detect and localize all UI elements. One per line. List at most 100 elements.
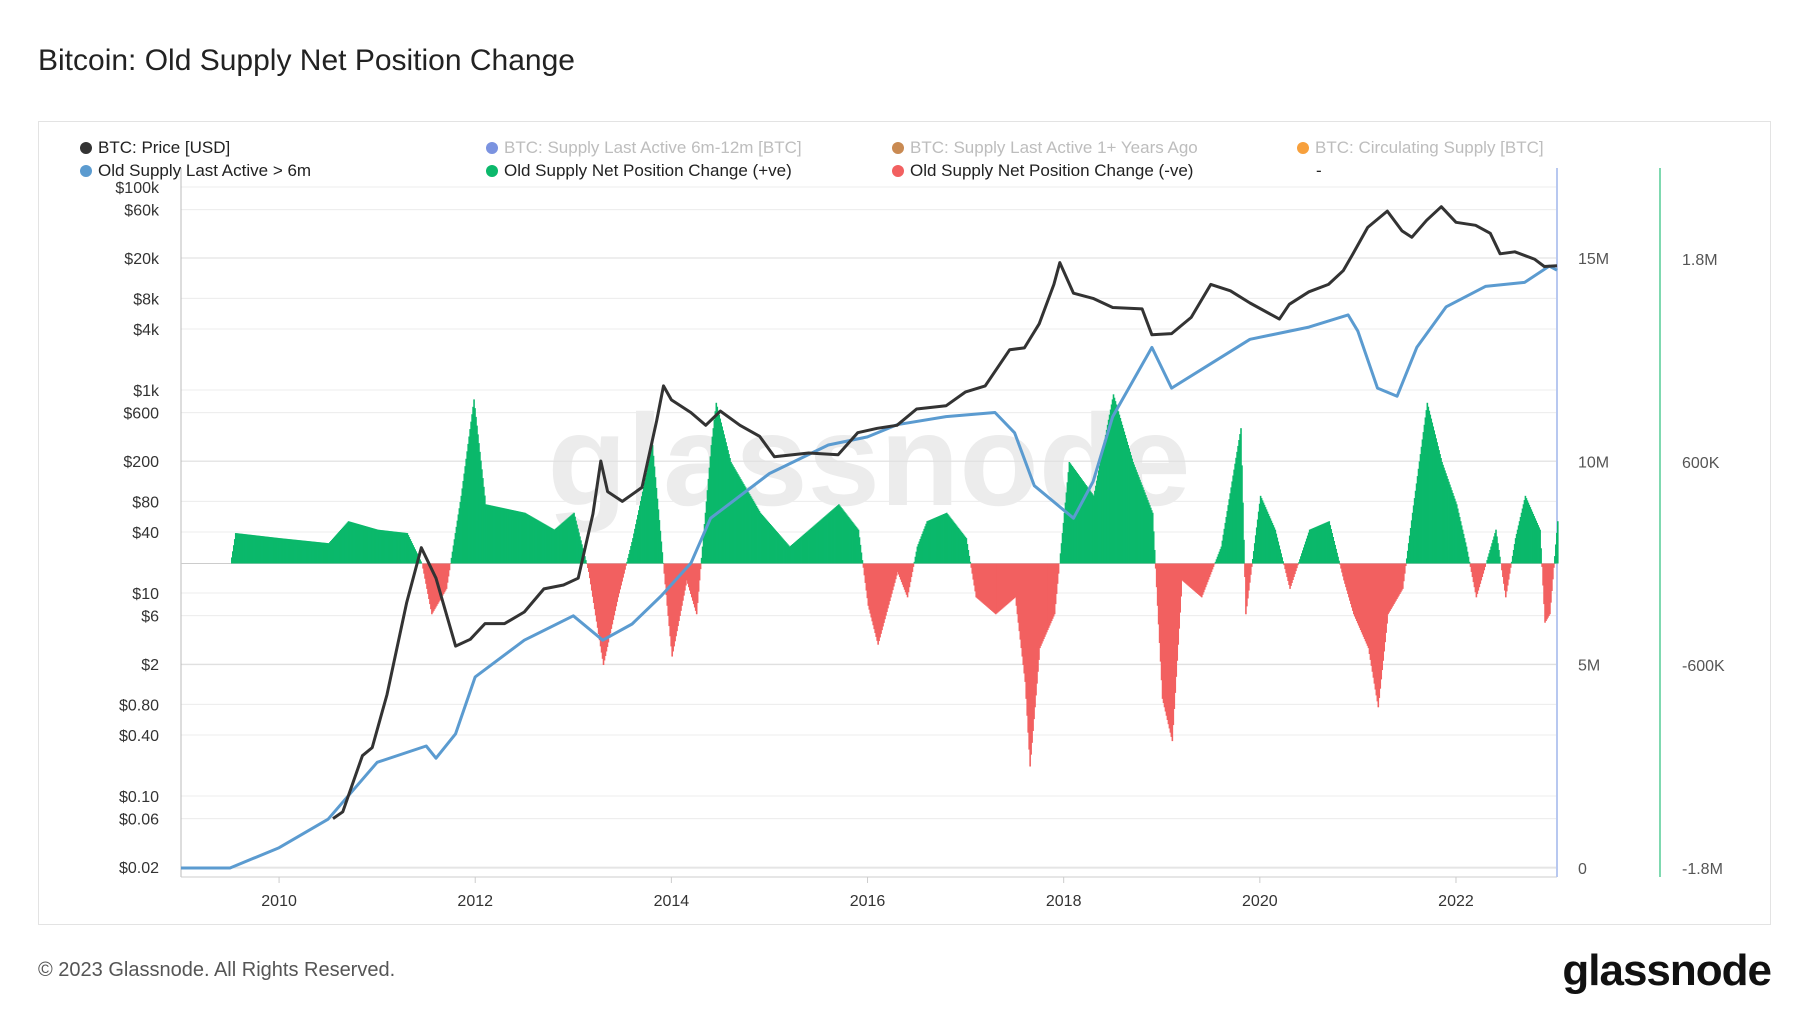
net-bar-negative [1183,563,1185,583]
net-bar-positive [1217,554,1220,564]
net-bar-positive [827,513,829,564]
net-bar-positive [964,536,967,564]
net-bar-positive [1220,546,1223,564]
net-bar-negative [1344,563,1346,584]
legend-item-supply-1y[interactable]: BTC: Supply Last Active 1+ Years Ago [892,138,1198,158]
net-bar-positive [957,527,960,564]
net-bar-positive [494,506,497,564]
net-bar-negative [1402,563,1404,589]
net-bar-negative [620,563,622,586]
net-bar-positive [639,500,642,564]
net-bar-negative [1164,563,1167,712]
net-bar-negative [985,563,987,606]
net-bar-positive [1411,512,1414,564]
net-bar-positive [522,512,524,564]
net-bar-positive [1319,525,1322,564]
net-bar-positive [412,545,415,564]
net-bar-positive [1330,529,1333,564]
net-bar-negative [1017,563,1020,623]
net-bar-positive [507,509,510,564]
net-bar-negative [677,563,679,627]
net-bar-positive [1518,521,1521,564]
net-bar-positive [1135,469,1137,564]
net-bar-negative [1053,563,1056,615]
net-bar-positive [290,539,293,564]
net-bar-positive [296,539,299,564]
net-bar-negative [1212,563,1215,567]
net-bar-negative [901,563,904,585]
net-bar-negative [1011,563,1014,600]
net-bar-positive [234,533,237,564]
net-bar-negative [1028,563,1030,750]
net-bar-positive [1463,538,1466,564]
net-bar-positive [531,516,533,564]
net-bar-positive [1115,404,1118,564]
net-bar-negative [1194,563,1196,592]
net-bar-negative [1502,563,1504,578]
net-bar-positive [857,529,860,564]
net-bar-negative [883,563,885,623]
net-bar-positive [513,510,516,564]
net-bar-positive [1324,522,1327,564]
net-bar-negative [1470,563,1473,572]
net-bar-positive [281,538,283,564]
net-bar-positive [1526,500,1529,564]
net-bar-negative [681,563,683,606]
net-bar-negative [1284,563,1286,570]
net-bar-positive [1408,535,1411,564]
net-bar-positive [790,545,792,564]
net-bar-positive [1538,527,1540,564]
net-bar-positive [1128,448,1130,564]
net-bar-positive [382,530,384,564]
net-bar-positive [278,538,280,564]
net-bar-positive [645,472,648,564]
net-bar-positive [1271,522,1274,564]
net-bar-negative [874,563,876,634]
net-bar-negative [441,563,444,596]
net-bar-negative [1339,563,1341,565]
net-bar-positive [1328,521,1331,564]
net-bar-positive [517,511,519,564]
net-bar-positive [379,529,381,564]
net-bar-negative [1506,563,1509,586]
net-bar-positive [660,541,663,564]
net-bar-negative [1403,563,1405,582]
net-bar-negative [1371,563,1374,672]
net-bar-positive [565,519,568,564]
net-bar-positive [337,532,340,564]
net-bar-positive [703,524,706,564]
legend-item-net-positive[interactable]: Old Supply Net Position Change (+ve) [486,161,792,181]
net-bar-negative [1356,563,1359,624]
net-bar-positive [1334,544,1336,564]
legend-item-net-negative[interactable]: Old Supply Net Position Change (-ve) [892,161,1193,181]
net-bar-negative [1377,563,1380,708]
net-bar-positive [580,540,582,564]
net-bar-positive [1276,537,1279,564]
net-bar-positive [1267,513,1270,564]
net-bar-positive [298,540,301,564]
net-bar-negative [1246,563,1248,607]
net-bar-positive [1460,525,1463,564]
net-bar-positive [920,536,923,564]
legend-item-dash[interactable]: - [1316,161,1322,181]
net-bar-negative [1469,563,1472,567]
net-bar-positive [852,523,855,564]
net-bar-positive [1226,511,1229,564]
net-bar-positive [728,454,730,564]
net-bar-positive [642,486,645,564]
net-bar-positive [496,506,499,564]
net-bar-negative [995,563,997,615]
legend-item-price[interactable]: BTC: Price [USD] [80,138,230,158]
net-bar-positive [1101,450,1104,564]
net-bar-positive [1122,428,1125,564]
legend-label: BTC: Circulating Supply [BTC] [1315,138,1544,157]
legend-item-circulating-supply[interactable]: BTC: Circulating Supply [BTC] [1297,138,1544,158]
legend-item-supply-6m-12m[interactable]: BTC: Supply Last Active 6m-12m [BTC] [486,138,802,158]
net-bar-positive [778,534,780,564]
legend-item-old-supply[interactable]: Old Supply Last Active > 6m [80,161,311,181]
net-bar-negative [1291,563,1293,583]
net-bar-positive [1282,561,1284,564]
net-bar-negative [1027,563,1029,733]
net-bar-negative [906,563,909,598]
net-bar-negative [622,563,624,578]
